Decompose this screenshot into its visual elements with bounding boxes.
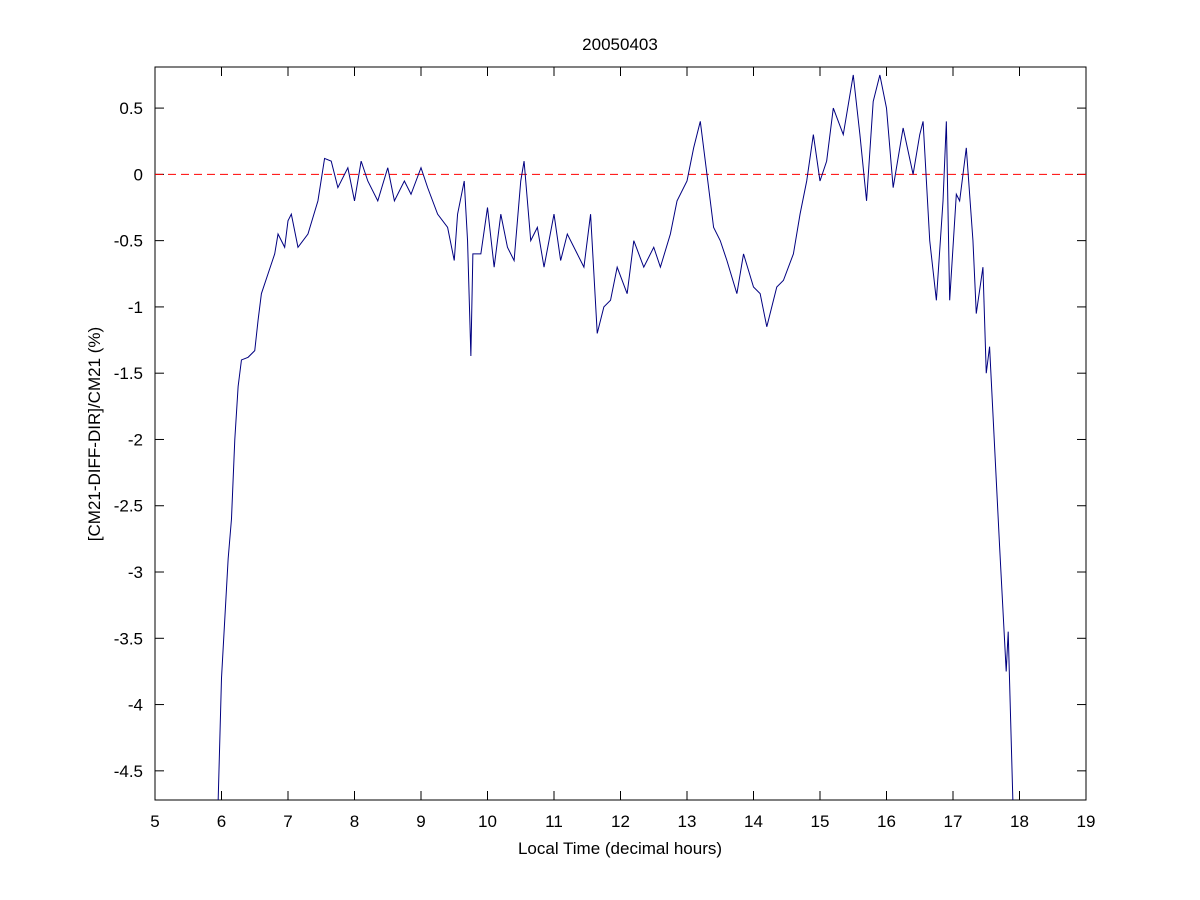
y-tick-label: -1 [128,298,143,317]
x-tick-label: 8 [350,812,359,831]
y-tick-label: -3.5 [114,629,143,648]
x-axis-label: Local Time (decimal hours) [518,839,722,858]
y-tick-label: -0.5 [114,232,143,251]
x-tick-label: 17 [944,812,963,831]
x-tick-label: 13 [678,812,697,831]
x-tick-label: 18 [1010,812,1029,831]
y-tick-label: -2 [128,430,143,449]
x-tick-label: 7 [283,812,292,831]
y-tick-label: -3 [128,563,143,582]
y-tick-label: -1.5 [114,364,143,383]
x-tick-label: 6 [217,812,226,831]
y-tick-label: -4 [128,696,143,715]
y-tick-label: 0.5 [119,99,143,118]
x-tick-label: 11 [545,812,563,831]
y-tick-label: 0 [134,165,143,184]
data-line [217,74,1014,800]
x-tick-label: 16 [877,812,896,831]
x-tick-label: 12 [611,812,630,831]
y-tick-label: -2.5 [114,497,143,516]
y-tick-label: -4.5 [114,762,143,781]
x-tick-label: 15 [811,812,830,831]
x-tick-label: 10 [478,812,497,831]
chart-title: 20050403 [582,35,658,54]
x-tick-label: 9 [416,812,425,831]
x-tick-label: 5 [150,812,159,831]
plot-frame [154,66,1087,801]
y-axis-label: [CM21-DIFF-DIR]/CM21 (%) [85,327,104,541]
x-tick-label: 14 [744,812,763,831]
x-tick-label: 19 [1077,812,1096,831]
